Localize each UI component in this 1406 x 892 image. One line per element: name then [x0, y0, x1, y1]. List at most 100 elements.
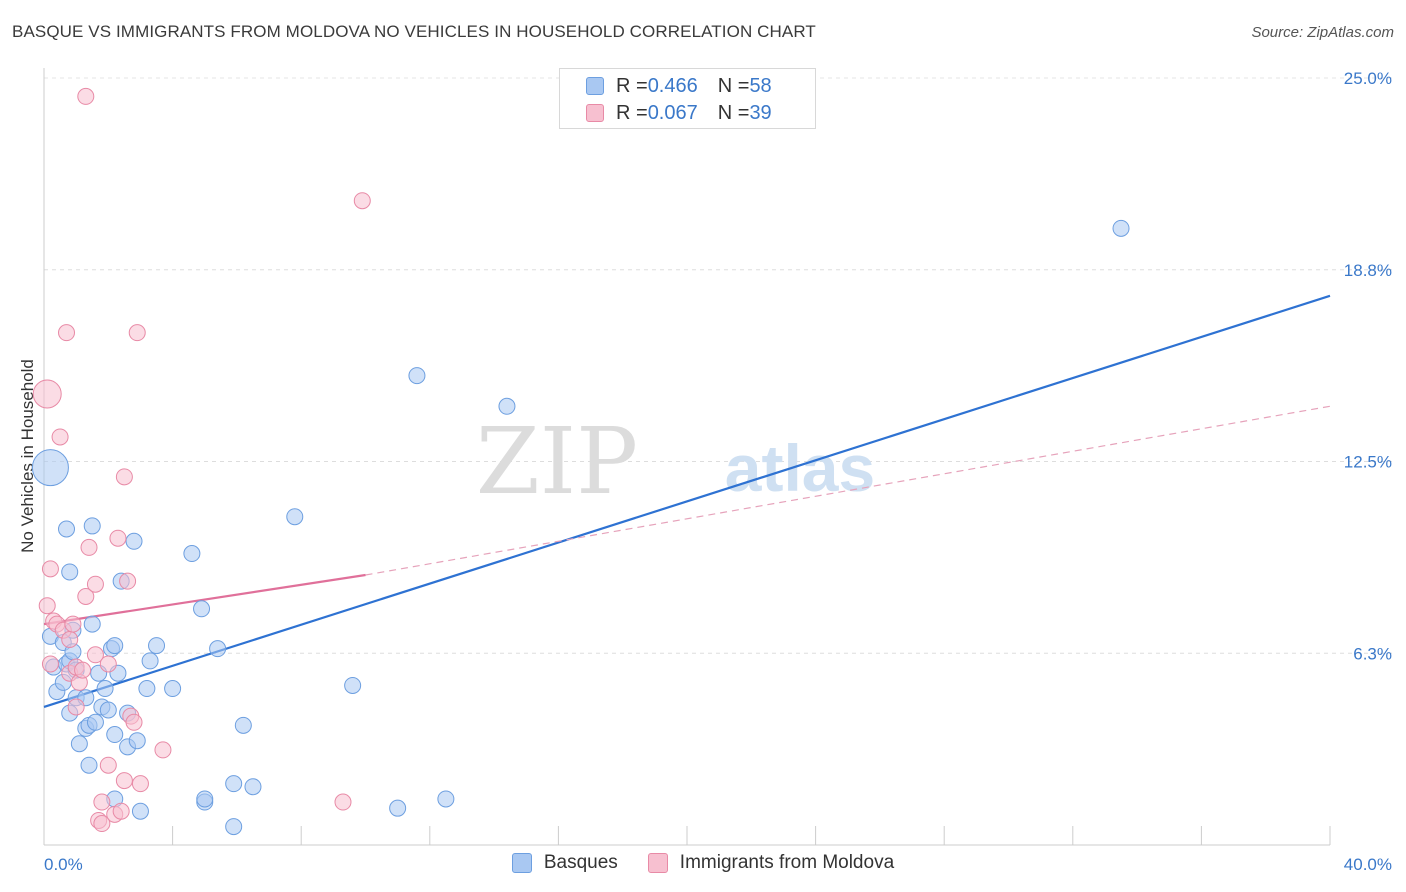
- moldova-point: [128, 324, 146, 342]
- basques-point: [83, 615, 101, 633]
- moldova-point: [109, 529, 127, 547]
- moldova-point: [93, 793, 111, 811]
- moldova-point: [58, 324, 76, 342]
- moldova-point: [80, 538, 98, 556]
- moldova-point: [154, 741, 172, 759]
- moldova-point: [32, 379, 62, 409]
- moldova-point: [41, 655, 59, 673]
- basques-point: [83, 517, 101, 535]
- moldova-point: [353, 192, 371, 210]
- moldova-trend-line: [43, 573, 366, 626]
- moldova-point: [77, 87, 95, 105]
- basques-point: [234, 716, 252, 734]
- basques-point: [286, 508, 304, 526]
- r-label: R =: [616, 74, 648, 97]
- r-label: R =: [616, 101, 648, 124]
- basques-swatch: [586, 77, 604, 95]
- moldova-point: [99, 756, 117, 774]
- watermark-zip: ZIP: [476, 408, 638, 515]
- y-tick-label: 18.8%: [1344, 261, 1392, 280]
- basques-point: [31, 449, 69, 487]
- basques-point: [244, 778, 262, 796]
- basques-point: [437, 790, 455, 808]
- moldova-point: [74, 661, 92, 679]
- r-value: 0.466: [647, 74, 698, 97]
- basques-point: [58, 520, 76, 538]
- source-label: Source: ZipAtlas.com: [1251, 24, 1394, 41]
- basques-point: [196, 790, 214, 808]
- basques-point: [408, 367, 426, 385]
- moldova-point: [41, 560, 59, 578]
- moldova-point: [67, 698, 85, 716]
- basques-point: [96, 680, 114, 698]
- y-tick-label: 12.5%: [1344, 453, 1392, 472]
- basques-point: [125, 532, 143, 550]
- basques-point: [128, 732, 146, 750]
- legend-label: Basques: [543, 852, 618, 873]
- stats-row-basques: R = 0.466 N = 58: [586, 73, 772, 99]
- basques-point: [148, 637, 166, 655]
- basques-point: [498, 397, 516, 415]
- basques-point: [1112, 219, 1130, 237]
- r-value: 0.067: [647, 101, 698, 124]
- n-label: N =: [717, 101, 750, 124]
- y-tick-label: 25.0%: [1344, 69, 1392, 88]
- series-legend: Basques Immigrants from Moldova: [0, 852, 1406, 874]
- basques-point: [70, 735, 88, 753]
- n-label: N =: [717, 74, 750, 97]
- moldova-point: [334, 793, 352, 811]
- n-value: 39: [749, 101, 772, 124]
- moldova-point: [119, 572, 137, 590]
- legend-item-basques[interactable]: Basques: [511, 852, 618, 874]
- x-tick-label: 40.0%: [1344, 855, 1392, 874]
- moldova-legend-swatch: [647, 853, 668, 873]
- trend-lines: [43, 294, 1331, 708]
- watermark-atlas: atlas: [725, 431, 875, 505]
- basques-point: [389, 799, 407, 817]
- moldova-point: [93, 815, 111, 833]
- moldova-point: [38, 597, 56, 615]
- legend-label: Immigrants from Moldova: [679, 852, 895, 873]
- basques-point: [183, 545, 201, 563]
- basques-point: [86, 713, 104, 731]
- basques-point: [209, 640, 227, 658]
- moldova-point: [99, 655, 117, 673]
- watermark: ZIP atlas: [476, 408, 875, 515]
- basques-point: [61, 563, 79, 581]
- legend-item-moldova[interactable]: Immigrants from Moldova: [647, 852, 895, 874]
- moldova-point: [115, 772, 133, 790]
- data-points: [31, 87, 1130, 836]
- basques-point: [106, 637, 124, 655]
- moldova-point: [125, 713, 143, 731]
- moldova-point: [64, 615, 82, 633]
- moldova-point: [86, 646, 104, 664]
- n-value: 58: [749, 74, 772, 97]
- basques-point: [99, 701, 117, 719]
- moldova-swatch: [586, 104, 604, 122]
- basques-point: [225, 775, 243, 793]
- chart-title: BASQUE VS IMMIGRANTS FROM MOLDOVA NO VEH…: [12, 22, 816, 41]
- grid: [44, 77, 1392, 654]
- moldova-point: [77, 587, 95, 605]
- tick-labels: 6.3% 12.5% 18.8% 25.0% 0.0% 40.0%: [44, 69, 1392, 874]
- moldova-point: [112, 802, 130, 820]
- basques-point: [141, 652, 159, 670]
- moldova-point: [131, 775, 149, 793]
- basques-point: [138, 680, 156, 698]
- basques-legend-swatch: [511, 853, 532, 873]
- x-tick-label: 0.0%: [44, 855, 83, 874]
- basques-point: [344, 676, 362, 694]
- stats-legend: R = 0.466 N = 58 R = 0.067 N = 39: [559, 68, 816, 129]
- basques-point: [131, 802, 149, 820]
- moldova-point: [61, 630, 79, 648]
- basques-trend-line: [43, 294, 1331, 708]
- moldova-point: [115, 468, 133, 486]
- stats-row-moldova: R = 0.067 N = 39: [586, 100, 772, 126]
- basques-point: [80, 756, 98, 774]
- moldova-point: [51, 428, 69, 446]
- y-tick-label: 6.3%: [1353, 644, 1392, 663]
- basques-point: [225, 818, 243, 836]
- basques-point: [106, 726, 124, 744]
- basques-point: [164, 680, 182, 698]
